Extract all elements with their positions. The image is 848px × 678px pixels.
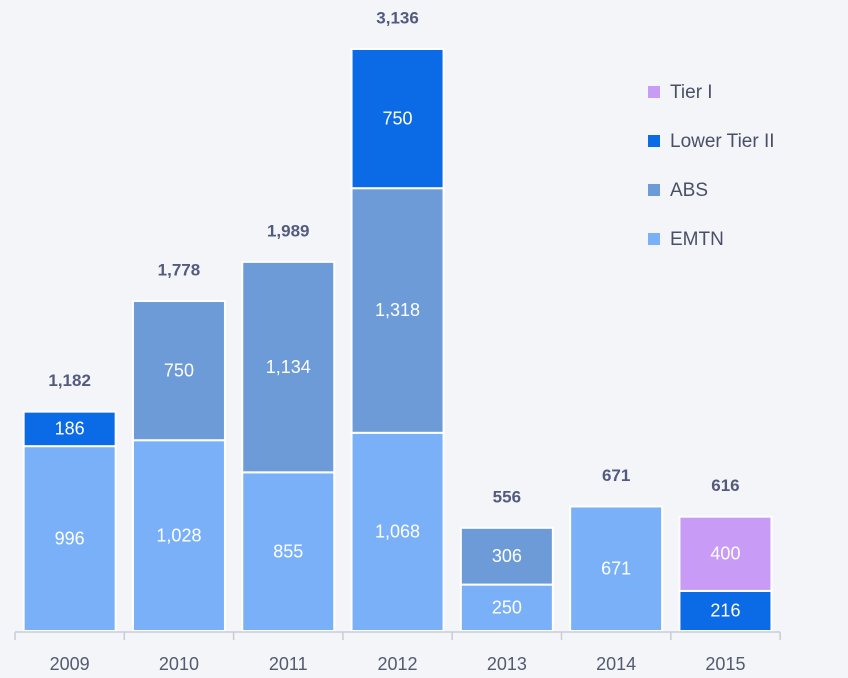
legend-label: Tier I xyxy=(670,82,713,103)
total-label: 3,136 xyxy=(376,8,419,27)
legend-swatch xyxy=(648,86,660,98)
segment-label: 306 xyxy=(492,546,522,566)
legend-label: Lower Tier II xyxy=(670,131,775,152)
x-tick-label: 2014 xyxy=(596,654,636,674)
x-tick-label: 2011 xyxy=(269,654,308,674)
x-tick-label: 2012 xyxy=(378,654,418,674)
bar-segment xyxy=(569,505,664,633)
bar-segment xyxy=(131,439,226,632)
segment-label: 855 xyxy=(273,541,303,561)
total-label: 671 xyxy=(602,466,630,485)
x-tick-label: 2009 xyxy=(50,654,90,674)
segment-label: 1,134 xyxy=(266,357,311,377)
segment-label: 1,318 xyxy=(375,300,420,320)
segment-label: 400 xyxy=(710,544,740,564)
segment-label: 216 xyxy=(710,601,740,621)
segment-label: 186 xyxy=(55,419,85,439)
bar-segment xyxy=(678,589,773,633)
legend-swatch xyxy=(648,233,660,245)
segment-label: 1,068 xyxy=(375,522,420,542)
x-tick-label: 2010 xyxy=(159,654,199,674)
total-label: 1,182 xyxy=(48,371,91,390)
bar-segment xyxy=(131,300,226,442)
bar-segment xyxy=(350,48,445,190)
total-label: 556 xyxy=(493,487,521,506)
bar-segment xyxy=(22,445,117,632)
bar-segment xyxy=(241,260,336,474)
bar-segment xyxy=(678,515,773,592)
x-tick-label: 2013 xyxy=(487,654,527,674)
segment-label: 996 xyxy=(55,528,85,548)
legend-swatch xyxy=(648,135,660,147)
segment-label: 750 xyxy=(164,360,194,380)
segment-label: 250 xyxy=(492,598,522,618)
segment-label: 1,028 xyxy=(156,525,201,545)
x-tick-label: 2015 xyxy=(705,654,745,674)
bar-segment xyxy=(241,471,336,632)
total-label: 1,778 xyxy=(158,261,201,280)
legend-swatch xyxy=(648,184,660,196)
bar-segment xyxy=(350,431,445,632)
segment-label: 671 xyxy=(601,558,631,578)
bar-segment xyxy=(459,526,554,586)
segment-label: 750 xyxy=(383,108,413,128)
total-label: 1,989 xyxy=(267,221,310,240)
bar-segment xyxy=(350,187,445,434)
bar-segment xyxy=(22,410,117,448)
legend-label: EMTN xyxy=(670,229,724,250)
total-label: 616 xyxy=(711,476,739,495)
legend-label: ABS xyxy=(670,180,708,201)
